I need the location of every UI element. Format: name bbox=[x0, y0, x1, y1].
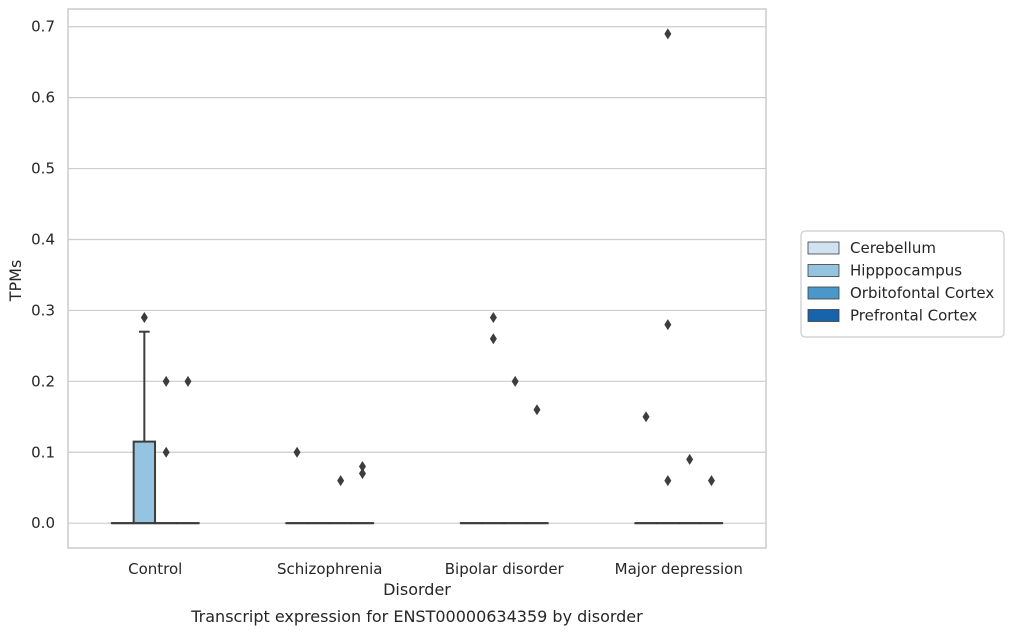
box-group bbox=[176, 375, 200, 525]
y-tick-labels: 0.0 0.1 0.2 0.3 0.4 0.5 0.6 0.7 bbox=[31, 18, 55, 532]
legend-swatch bbox=[807, 264, 840, 277]
legend-box bbox=[800, 230, 1005, 338]
y-tick-label: 0.7 bbox=[31, 18, 55, 36]
outlier-point bbox=[337, 475, 345, 487]
legend-label: Cerebellum bbox=[850, 239, 936, 257]
plot-frame bbox=[67, 8, 767, 549]
y-tick-label: 0.2 bbox=[31, 372, 55, 390]
y-tick-label: 0.0 bbox=[31, 514, 55, 532]
outlier-point bbox=[140, 312, 148, 324]
outlier-point bbox=[489, 333, 497, 345]
box-group bbox=[350, 460, 375, 525]
legend-label: Hipppocampus bbox=[850, 262, 962, 280]
box-group bbox=[328, 475, 353, 525]
box-group bbox=[154, 375, 178, 525]
legend-swatch bbox=[807, 286, 840, 300]
outlier-point bbox=[511, 375, 519, 387]
box-body bbox=[132, 440, 157, 525]
y-tick-label: 0.6 bbox=[31, 89, 55, 107]
legend: Cerebellum Hipppocampus Orbitofontal Corte… bbox=[800, 230, 1005, 338]
outlier-point bbox=[184, 375, 192, 387]
legend-label: Orbitofontal Cortex bbox=[850, 284, 994, 302]
y-tick-label: 0.1 bbox=[31, 443, 55, 461]
box-group bbox=[699, 475, 724, 525]
box-group bbox=[525, 404, 549, 525]
chart-caption: Transcript expression for ENST0000063435… bbox=[190, 607, 643, 626]
y-tick-label: 0.4 bbox=[31, 230, 55, 248]
y-tick-label: 0.3 bbox=[31, 301, 55, 319]
plot-area bbox=[110, 28, 724, 525]
outlier-point bbox=[162, 375, 170, 387]
outlier-point bbox=[686, 453, 694, 465]
x-tick-label: Control bbox=[128, 560, 182, 578]
x-tick-labels: Control Schizophrenia Bipolar disorder Majo… bbox=[128, 560, 743, 578]
legend-swatch bbox=[807, 241, 840, 255]
outlier-point bbox=[707, 475, 715, 487]
x-tick-label: Bipolar disorder bbox=[445, 560, 565, 578]
outlier-point bbox=[358, 460, 366, 472]
outlier-point bbox=[293, 446, 301, 458]
outlier-point bbox=[533, 404, 541, 416]
x-axis-label: Disorder bbox=[383, 580, 451, 599]
box-group bbox=[656, 28, 680, 525]
x-tick-label: Schizophrenia bbox=[277, 560, 382, 578]
box-group bbox=[481, 312, 506, 525]
outlier-point bbox=[358, 468, 366, 480]
outlier-point bbox=[162, 446, 170, 458]
outlier-point bbox=[664, 28, 672, 40]
legend-label: Prefrontal Cortex bbox=[850, 307, 977, 325]
outlier-point bbox=[642, 411, 650, 423]
y-tick-label: 0.5 bbox=[31, 160, 55, 178]
outlier-point bbox=[489, 312, 497, 324]
outlier-point bbox=[664, 319, 672, 331]
legend-swatch bbox=[807, 309, 840, 322]
y-axis-label: TPMs bbox=[6, 260, 25, 303]
x-tick-label: Major depression bbox=[615, 560, 743, 578]
outlier-point bbox=[664, 475, 672, 487]
box-group bbox=[132, 312, 157, 525]
